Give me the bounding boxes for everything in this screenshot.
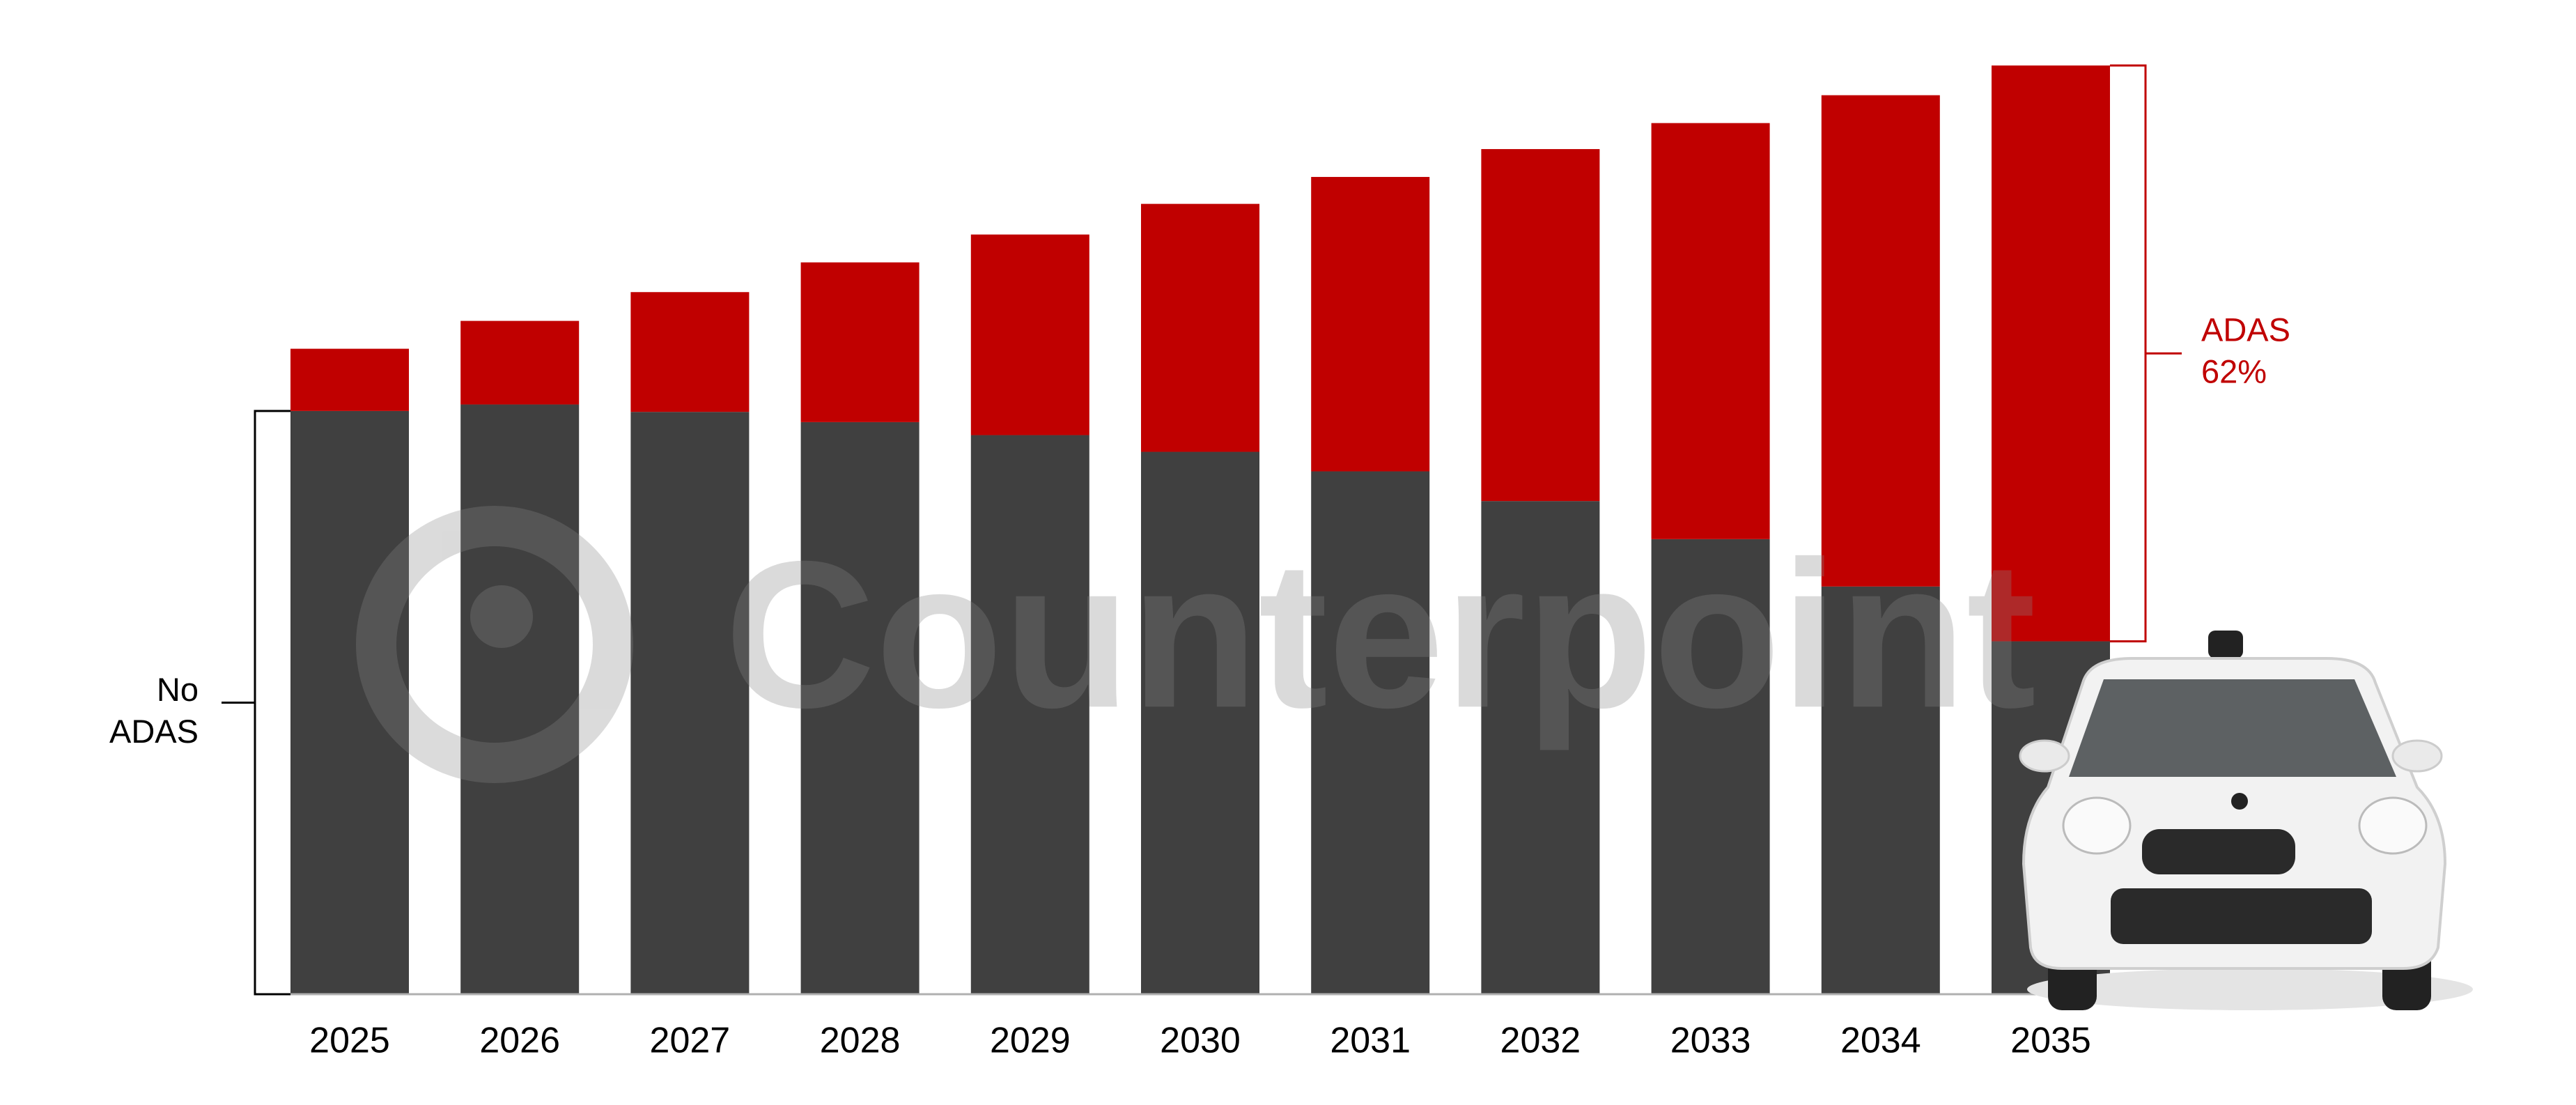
- car-windshield: [2069, 679, 2396, 777]
- x-tick-label: 2030: [1160, 1021, 1241, 1061]
- bar-segment: [1141, 451, 1259, 994]
- car-mirror: [2019, 739, 2070, 773]
- bar-segment: [1311, 176, 1430, 472]
- annotation-label: ADAS: [109, 713, 199, 750]
- watermark-text: Counterpoint: [724, 517, 2036, 752]
- bar-segment: [800, 262, 920, 422]
- car-lower-grille: [2111, 888, 2372, 944]
- annotations: No ADAS ADAS 62%: [109, 64, 2290, 996]
- bar-segment: [630, 412, 750, 994]
- bar-segment: [1821, 586, 1940, 994]
- bar-segment: [290, 348, 409, 411]
- bar-segment: [290, 410, 409, 994]
- car-illustration: [2019, 631, 2473, 1010]
- bar-segment: [460, 404, 580, 994]
- x-tick-label: 2025: [309, 1021, 390, 1061]
- bar-segment: [970, 435, 1089, 994]
- x-tick-label: 2028: [820, 1021, 901, 1061]
- x-tick-label: 2031: [1330, 1021, 1411, 1061]
- bar-segment: [1311, 471, 1430, 994]
- annotation-label: ADAS: [2201, 311, 2290, 348]
- watermark-logo: [356, 506, 633, 783]
- bar-segment: [1992, 65, 2110, 642]
- car-mirror: [2391, 739, 2443, 773]
- x-tick-label: 2035: [2010, 1021, 2091, 1061]
- watermark-logo-dot: [470, 585, 533, 648]
- bar-segment: [630, 292, 750, 412]
- bar-segment: [460, 320, 580, 405]
- bar-segment: [1481, 501, 1600, 994]
- x-tick-label: 2032: [1500, 1021, 1581, 1061]
- car-headlight: [2358, 796, 2428, 855]
- x-tick-label: 2026: [479, 1021, 560, 1061]
- x-tick-label: 2034: [1840, 1021, 1921, 1061]
- car-shadow: [2027, 968, 2473, 1010]
- bar-segment: [1651, 539, 1770, 994]
- x-tick-label: 2033: [1670, 1021, 1751, 1061]
- car-headlight: [2062, 796, 2132, 855]
- x-tick-label: 2029: [990, 1021, 1071, 1061]
- annotation-label: No: [157, 671, 199, 708]
- car-upper-grille: [2142, 829, 2295, 874]
- x-tick-label: 2027: [650, 1021, 731, 1061]
- bar-segment: [1821, 95, 1940, 587]
- bar-segment: [1481, 148, 1600, 502]
- bar-segment: [970, 234, 1089, 435]
- annotation-label: 62%: [2201, 353, 2267, 390]
- bar-segment: [800, 422, 920, 994]
- car-badge: [2231, 793, 2248, 810]
- watermark: Counterpoint: [356, 506, 2036, 783]
- bar-segment: [1141, 203, 1259, 452]
- bar-segment: [1651, 123, 1770, 539]
- car-sensor: [2208, 631, 2243, 658]
